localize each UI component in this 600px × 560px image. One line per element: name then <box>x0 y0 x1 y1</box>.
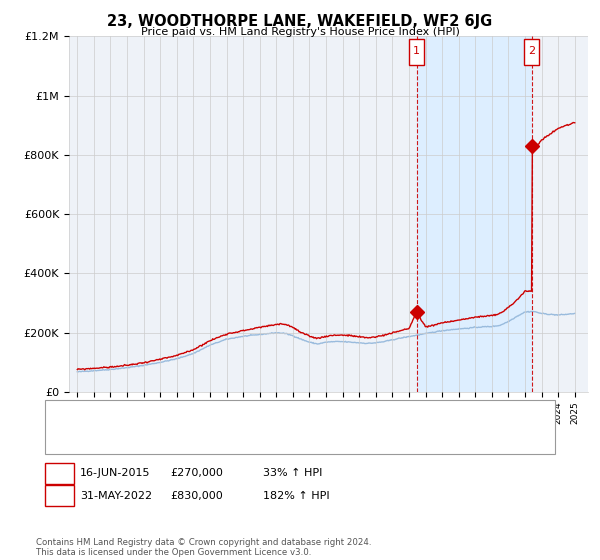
Text: 182% ↑ HPI: 182% ↑ HPI <box>263 491 329 501</box>
FancyBboxPatch shape <box>524 39 539 65</box>
Text: 2: 2 <box>529 45 536 55</box>
Text: 33% ↑ HPI: 33% ↑ HPI <box>263 468 322 478</box>
Text: 23, WOODTHORPE LANE, WAKEFIELD, WF2 6JG: 23, WOODTHORPE LANE, WAKEFIELD, WF2 6JG <box>107 14 493 29</box>
Text: 2: 2 <box>56 491 63 501</box>
Text: Price paid vs. HM Land Registry's House Price Index (HPI): Price paid vs. HM Land Registry's House … <box>140 27 460 37</box>
Text: HPI: Average price, detached house, Wakefield: HPI: Average price, detached house, Wake… <box>95 433 323 443</box>
Text: 16-JUN-2015: 16-JUN-2015 <box>80 468 151 478</box>
FancyBboxPatch shape <box>409 39 424 65</box>
Text: £270,000: £270,000 <box>170 468 223 478</box>
Text: Contains HM Land Registry data © Crown copyright and database right 2024.
This d: Contains HM Land Registry data © Crown c… <box>36 538 371 557</box>
Text: 23, WOODTHORPE LANE, WAKEFIELD, WF2 6JG (detached house): 23, WOODTHORPE LANE, WAKEFIELD, WF2 6JG … <box>95 411 413 421</box>
Text: 31-MAY-2022: 31-MAY-2022 <box>80 491 152 501</box>
Text: 1: 1 <box>56 468 63 478</box>
Text: £830,000: £830,000 <box>170 491 223 501</box>
Bar <box>416 36 532 392</box>
Text: 1: 1 <box>413 45 420 55</box>
